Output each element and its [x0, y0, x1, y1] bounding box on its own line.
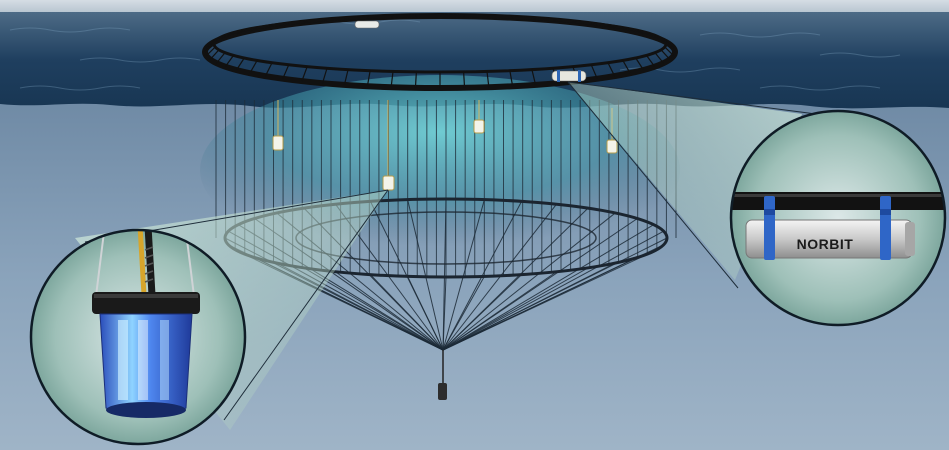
handrail-post — [635, 57, 645, 71]
handrail-post — [343, 69, 349, 86]
handrail-post — [463, 71, 466, 88]
handrail-post — [635, 29, 644, 35]
handrail-post — [205, 46, 216, 57]
handrail-post — [204, 43, 215, 53]
sinker-weight — [438, 383, 447, 400]
handrail-post — [414, 71, 417, 88]
net-cone-line — [442, 224, 654, 351]
handrail-post — [249, 26, 258, 32]
handrail-posts — [204, 15, 676, 88]
ring-sensor — [354, 20, 587, 82]
handrail-post — [664, 40, 675, 49]
handrail-post — [301, 66, 308, 82]
handrail-post — [236, 29, 245, 35]
handrail-post — [531, 69, 537, 86]
handrail-post — [654, 34, 664, 42]
net-cone-line — [442, 199, 485, 351]
handrail-post — [225, 32, 234, 38]
handrail-post — [622, 26, 631, 32]
handrail-post — [654, 52, 664, 64]
net-cone-line — [442, 262, 616, 351]
handrail-post — [344, 17, 349, 20]
handrail-post — [301, 20, 308, 24]
net-cone-line — [442, 207, 589, 351]
handrail-post — [664, 46, 675, 57]
handrail-post — [622, 60, 631, 74]
handrail-post — [607, 24, 615, 29]
handrail-post — [646, 32, 655, 38]
norbit-sensor-label: NORBIT — [796, 236, 854, 252]
handrail-post — [224, 55, 235, 67]
handrail-post — [645, 55, 656, 67]
sky-band — [0, 0, 949, 12]
handrail-post — [216, 34, 226, 42]
handrail-post — [607, 62, 616, 77]
handrail-post — [572, 20, 579, 24]
handrail-post — [486, 71, 490, 88]
right-callout-edge-top — [567, 81, 817, 115]
sensor-detail-magnifier — [729, 109, 947, 327]
handrail-post — [235, 57, 245, 71]
handrail-post — [209, 49, 220, 60]
handrail-post — [216, 52, 226, 64]
handrail-post — [209, 37, 220, 46]
right-callout-edge-bottom — [567, 81, 739, 289]
handrail-post — [282, 22, 289, 26]
handrail-post — [264, 62, 273, 77]
handrail-post — [531, 17, 536, 20]
handrail-post — [282, 64, 290, 79]
handrail-post — [249, 60, 258, 74]
handrail-post — [265, 24, 273, 29]
handrail-post — [321, 68, 328, 84]
lamp-detail-magnifier — [29, 228, 247, 446]
left-callout-edge-bottom — [223, 189, 389, 421]
handrail-post — [591, 22, 598, 26]
net-cone-line — [442, 257, 638, 351]
handrail-post — [590, 64, 598, 79]
net-cone-line — [442, 198, 447, 351]
handrail-post — [660, 49, 671, 60]
underwater-lamps — [272, 100, 618, 191]
handrail-post — [509, 70, 514, 87]
handrail-post — [366, 70, 371, 87]
net-cone-line — [442, 218, 638, 351]
net-cone-line — [442, 212, 616, 351]
handrail-post — [665, 43, 676, 53]
handrail-post — [390, 71, 394, 88]
net-cone-line — [442, 267, 589, 351]
handrail-post — [322, 19, 328, 22]
net-cone-line — [442, 230, 664, 351]
net-cone-line — [407, 199, 444, 351]
handrail-post — [552, 19, 558, 22]
